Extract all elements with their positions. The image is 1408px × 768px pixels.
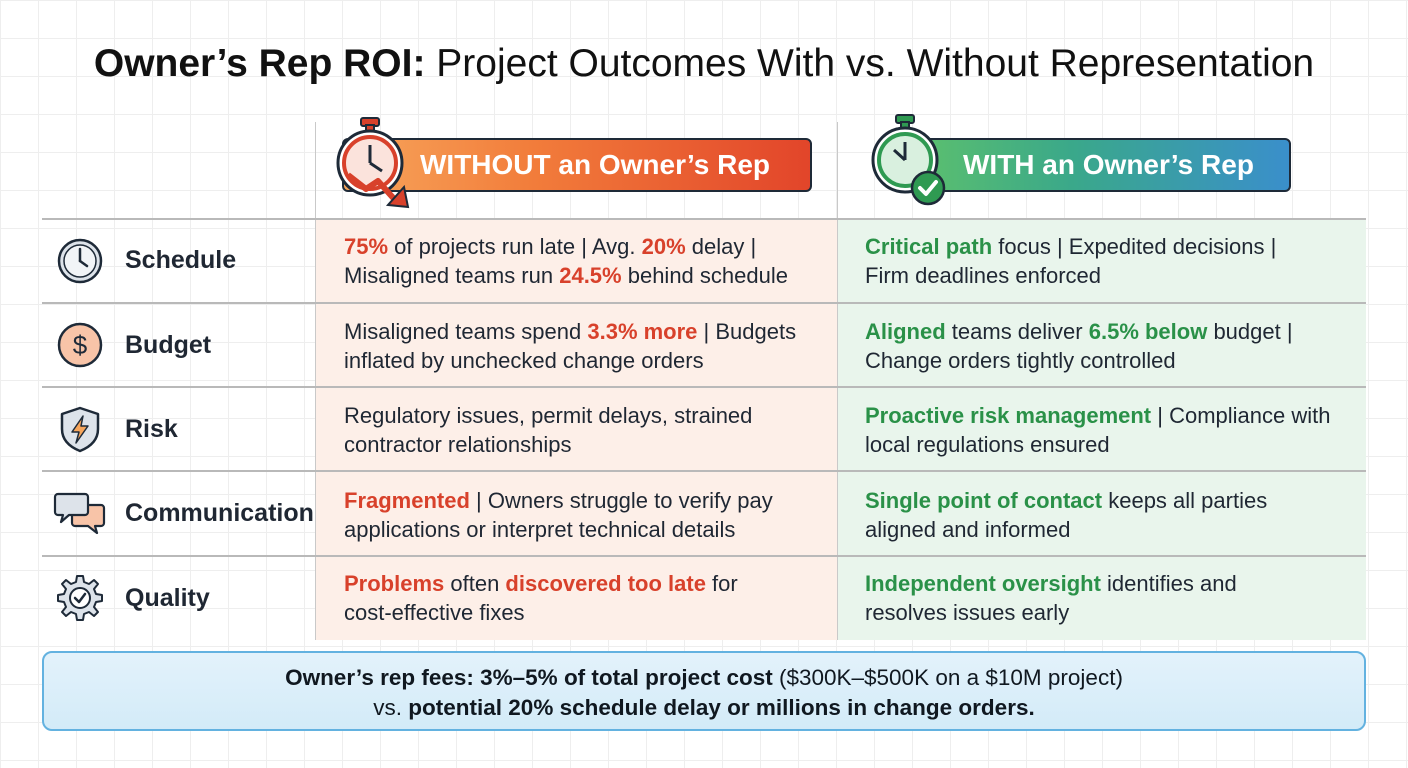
budget-without-text: Misaligned teams spend 3.3% more | Budge… <box>344 317 796 375</box>
risk-without-text: Regulatory issues, permit delays, strain… <box>344 401 752 459</box>
without-column-bg <box>316 220 837 640</box>
shield-lightning-icon <box>60 406 100 453</box>
cell-text: for <box>705 571 738 596</box>
cell-text: teams deliver <box>945 319 1089 344</box>
row-separator <box>42 218 1366 220</box>
cell-text: behind schedule <box>621 263 788 288</box>
quality-with-text: Independent oversight identifies and res… <box>865 569 1237 627</box>
stat-negative: 24.5% <box>559 263 622 288</box>
stopwatch-down-arrow-icon <box>336 117 410 209</box>
cell-text: cost-effective fixes <box>344 600 525 625</box>
cell-text: of projects run late | Avg. <box>388 234 642 259</box>
cell-text: often <box>444 571 506 596</box>
cell-text: resolves issues early <box>865 600 1070 625</box>
page-title: Owner’s Rep ROI: Project Outcomes With v… <box>0 42 1408 86</box>
communication-without-text: Fragmented | Owners struggle to verify p… <box>344 486 773 544</box>
cell-text: Change orders tightly controlled <box>865 348 1176 373</box>
stat-positive: Single point of contact <box>865 488 1103 513</box>
cell-text: aligned and informed <box>865 517 1071 542</box>
cell-text: | Compliance with <box>1151 403 1331 428</box>
risk-with-text: Proactive risk management | Compliance w… <box>865 401 1330 459</box>
row-separator <box>42 302 1366 304</box>
cell-text: Regulatory issues, permit delays, strain… <box>344 403 753 428</box>
row-label-budget: Budget <box>125 331 212 359</box>
communication-with-text: Single point of contact keeps all partie… <box>865 486 1267 544</box>
cell-text: inflated by unchecked change orders <box>344 348 704 373</box>
stat-negative: discovered too late <box>505 571 706 596</box>
svg-text:$: $ <box>73 330 88 360</box>
cell-text: keeps all parties <box>1102 488 1268 513</box>
clock-icon <box>57 238 103 284</box>
stat-positive: Critical path <box>865 234 993 259</box>
with-header-label: WITH an Owner’s Rep <box>963 149 1254 180</box>
budget-with-text: Aligned teams deliver 6.5% below budget … <box>865 317 1293 375</box>
stat-negative: 3.3% more <box>587 319 698 344</box>
row-label-quality: Quality <box>125 584 210 612</box>
cell-text: Misaligned teams spend <box>344 319 588 344</box>
gear-check-icon <box>57 575 103 621</box>
stat-positive: 6.5% below <box>1088 319 1208 344</box>
stat-positive: Aligned <box>865 319 946 344</box>
with-column-bg <box>838 220 1366 640</box>
row-separator <box>42 470 1366 472</box>
column-divider-2 <box>837 122 838 640</box>
without-header-label: WITHOUT an Owner’s Rep <box>420 149 771 180</box>
quality-without-text: Problems often discovered too late for c… <box>344 569 738 627</box>
cell-text: local regulations ensured <box>865 432 1110 457</box>
row-label-risk: Risk <box>125 415 178 443</box>
row-label-communication: Communication <box>125 499 314 527</box>
stat-negative: 20% <box>641 234 686 259</box>
cell-text: Firm deadlines enforced <box>865 263 1102 288</box>
cell-text: budget | <box>1207 319 1293 344</box>
cell-text: applications or interpret technical deta… <box>344 517 736 542</box>
stat-negative: 75% <box>344 234 389 259</box>
cell-text: contractor relationships <box>344 432 572 457</box>
with-header-pill: WITH an Owner’s Rep <box>893 138 1291 192</box>
row-separator <box>42 555 1366 557</box>
column-divider-1 <box>315 122 316 640</box>
stat-positive: Proactive risk management <box>865 403 1152 428</box>
schedule-with-text: Critical path focus | Expedited decision… <box>865 232 1276 290</box>
footer-callout: Owner’s rep fees: 3%–5% of total project… <box>42 651 1366 731</box>
footer-example: ($300K–$500K on a $10M project) <box>772 665 1123 690</box>
stat-negative: Fragmented <box>344 488 470 513</box>
row-label-schedule: Schedule <box>125 246 237 274</box>
row-separator <box>42 386 1366 388</box>
stat-negative: Problems <box>344 571 445 596</box>
cell-text: Misaligned teams run <box>344 263 560 288</box>
cell-text: | Budgets <box>697 319 797 344</box>
footer-consequence: potential 20% schedule delay or millions… <box>408 695 1035 720</box>
title-bold: Owner’s Rep ROI: <box>93 42 426 85</box>
stat-positive: Independent oversight <box>865 571 1101 596</box>
chat-bubbles-icon <box>53 492 106 535</box>
dollar-coin-icon: $ <box>57 322 103 368</box>
cell-text: | Owners struggle to verify pay <box>469 488 773 513</box>
schedule-without-text: 75% of projects run late | Avg. 20% dela… <box>344 232 788 290</box>
footer-fees: Owner’s rep fees: 3%–5% of total project… <box>285 665 773 690</box>
cell-text: focus | Expedited decisions | <box>992 234 1277 259</box>
footer-vs: vs. <box>373 695 409 720</box>
stopwatch-checkmark-icon <box>871 114 946 206</box>
cell-text: delay | <box>685 234 757 259</box>
title-rest: Project Outcomes With vs. Without Repres… <box>436 42 1315 85</box>
cell-text: identifies and <box>1100 571 1237 596</box>
without-header-pill: WITHOUT an Owner’s Rep <box>342 138 812 192</box>
